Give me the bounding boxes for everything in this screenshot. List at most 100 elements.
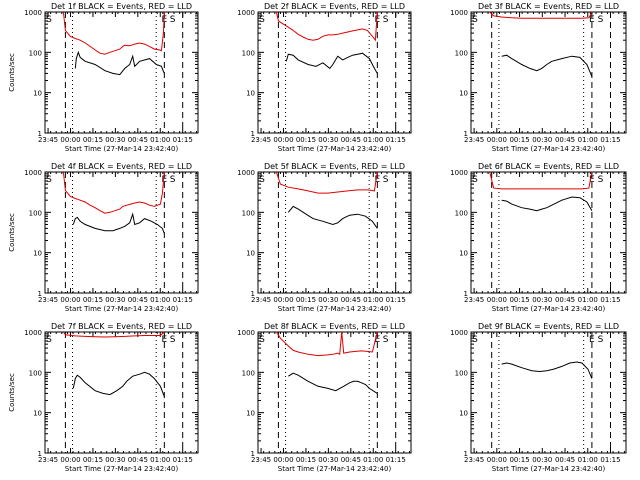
end-marker-label: E <box>161 175 167 185</box>
x-tick-label: 00:15 <box>296 296 316 304</box>
end-marker-label: S <box>383 335 389 345</box>
x-tick-label: 23:45 <box>464 136 484 144</box>
y-tick-label: 100 <box>242 209 255 217</box>
lld-series-line <box>62 11 165 55</box>
x-axis-label: Start Time (27-Mar-14 23:42:40) <box>492 465 606 473</box>
end-marker-label: E <box>374 175 380 185</box>
y-tick-label: 100 <box>242 369 255 377</box>
end-marker-label: E <box>589 175 595 185</box>
lld-series-line <box>275 171 378 194</box>
chart-title: Det 9f BLACK = Events, RED = LLD <box>478 322 619 331</box>
x-tick-label: 00:15 <box>509 456 529 464</box>
start-marker-label: S <box>259 335 265 345</box>
events-series-line <box>501 196 593 212</box>
y-tick-label: 10 <box>33 410 42 418</box>
events-series-line <box>74 50 165 76</box>
x-tick-label: 00:00 <box>273 136 293 144</box>
lld-series-line <box>62 171 165 214</box>
x-tick-label: 01:00 <box>363 296 383 304</box>
x-tick-label: 00:00 <box>273 456 293 464</box>
x-tick-label: 01:00 <box>578 136 598 144</box>
y-tick-label: 1000 <box>24 169 42 177</box>
x-tick-label: 00:30 <box>532 456 552 464</box>
x-tick-label: 01:00 <box>150 456 170 464</box>
x-tick-label: 00:30 <box>318 296 338 304</box>
chart-title: Det 4f BLACK = Events, RED = LLD <box>51 162 192 171</box>
y-tick-label: 1 <box>38 450 42 458</box>
start-marker-label: S <box>46 335 52 345</box>
y-tick-label: 10 <box>33 90 42 98</box>
x-tick-label: 01:15 <box>386 296 406 304</box>
x-tick-label: 01:00 <box>150 296 170 304</box>
events-series-line <box>501 54 593 77</box>
y-tick-label: 1 <box>251 450 255 458</box>
plot-frame <box>470 11 627 134</box>
start-marker-label: S <box>46 15 52 25</box>
panel-det-1: Det 1f BLACK = Events, RED = LLD 1 10 100 10… <box>8 2 199 153</box>
start-marker-label: S <box>472 175 478 185</box>
x-tick-label: 23:45 <box>38 296 58 304</box>
x-tick-label: 01:15 <box>173 136 193 144</box>
events-series-line <box>72 371 165 397</box>
end-marker-label: S <box>598 175 604 185</box>
lld-series-line <box>275 11 378 42</box>
x-tick-label: 01:15 <box>600 296 620 304</box>
y-tick-label: 100 <box>455 209 468 217</box>
y-tick-label: 1000 <box>450 329 468 337</box>
x-tick-label: 23:45 <box>251 456 271 464</box>
chart-title: Det 7f BLACK = Events, RED = LLD <box>51 322 192 331</box>
x-tick-label: 01:00 <box>578 296 598 304</box>
end-marker-label: E <box>589 335 595 345</box>
y-tick-label: 1000 <box>24 329 42 337</box>
x-tick-label: 00:00 <box>60 296 80 304</box>
start-marker-label: S <box>259 175 265 185</box>
y-tick-label: 1 <box>251 290 255 298</box>
end-marker-label: S <box>383 15 389 25</box>
x-tick-label: 23:45 <box>251 296 271 304</box>
x-tick-label: 23:45 <box>251 136 271 144</box>
chart-title: Det 5f BLACK = Events, RED = LLD <box>264 162 405 171</box>
x-tick-label: 23:45 <box>464 456 484 464</box>
x-tick-label: 00:15 <box>509 136 529 144</box>
x-tick-label: 01:15 <box>386 136 406 144</box>
x-axis-label: Start Time (27-Mar-14 23:42:40) <box>278 145 392 153</box>
chart-title: Det 6f BLACK = Events, RED = LLD <box>478 162 619 171</box>
panel-det-9: Det 9f BLACK = Events, RED = LLD 1 10 100 10… <box>450 322 627 473</box>
x-tick-label: 00:45 <box>341 136 361 144</box>
y-tick-label: 10 <box>33 250 42 258</box>
y-tick-label: 1000 <box>237 329 255 337</box>
x-tick-label: 00:45 <box>128 136 148 144</box>
x-tick-label: 00:15 <box>83 296 103 304</box>
x-tick-label: 00:00 <box>60 136 80 144</box>
panel-det-8: Det 8f BLACK = Events, RED = LLD 1 10 100 10… <box>237 322 412 473</box>
x-axis-label: Start Time (27-Mar-14 23:42:40) <box>65 305 179 313</box>
x-tick-label: 00:45 <box>341 456 361 464</box>
x-tick-label: 00:30 <box>105 296 125 304</box>
end-marker-label: S <box>383 175 389 185</box>
x-tick-label: 00:15 <box>296 136 316 144</box>
y-tick-label: 1 <box>464 130 468 138</box>
x-tick-label: 00:30 <box>318 136 338 144</box>
end-marker-label: E <box>161 335 167 345</box>
plot-frame <box>257 11 412 134</box>
end-marker-label: E <box>589 15 595 25</box>
start-marker-label: S <box>259 15 265 25</box>
y-tick-label: 1000 <box>24 9 42 17</box>
x-tick-label: 00:15 <box>83 136 103 144</box>
x-tick-label: 01:15 <box>600 136 620 144</box>
x-axis-label: Start Time (27-Mar-14 23:42:40) <box>65 465 179 473</box>
y-axis-label: Counts/sec <box>8 213 16 252</box>
chart-title: Det 1f BLACK = Events, RED = LLD <box>51 2 192 11</box>
y-tick-label: 100 <box>455 369 468 377</box>
x-tick-label: 00:45 <box>555 456 575 464</box>
y-tick-label: 1000 <box>450 9 468 17</box>
x-axis-label: Start Time (27-Mar-14 23:42:40) <box>278 465 392 473</box>
x-tick-label: 00:00 <box>487 296 507 304</box>
y-tick-label: 100 <box>455 49 468 57</box>
y-tick-label: 10 <box>459 90 468 98</box>
panel-det-3: Det 3f BLACK = Events, RED = LLD 1 10 100 10… <box>450 2 627 153</box>
y-tick-label: 1 <box>38 130 42 138</box>
lld-series-line <box>62 331 165 338</box>
end-marker-label: S <box>170 15 176 25</box>
x-tick-label: 23:45 <box>464 296 484 304</box>
